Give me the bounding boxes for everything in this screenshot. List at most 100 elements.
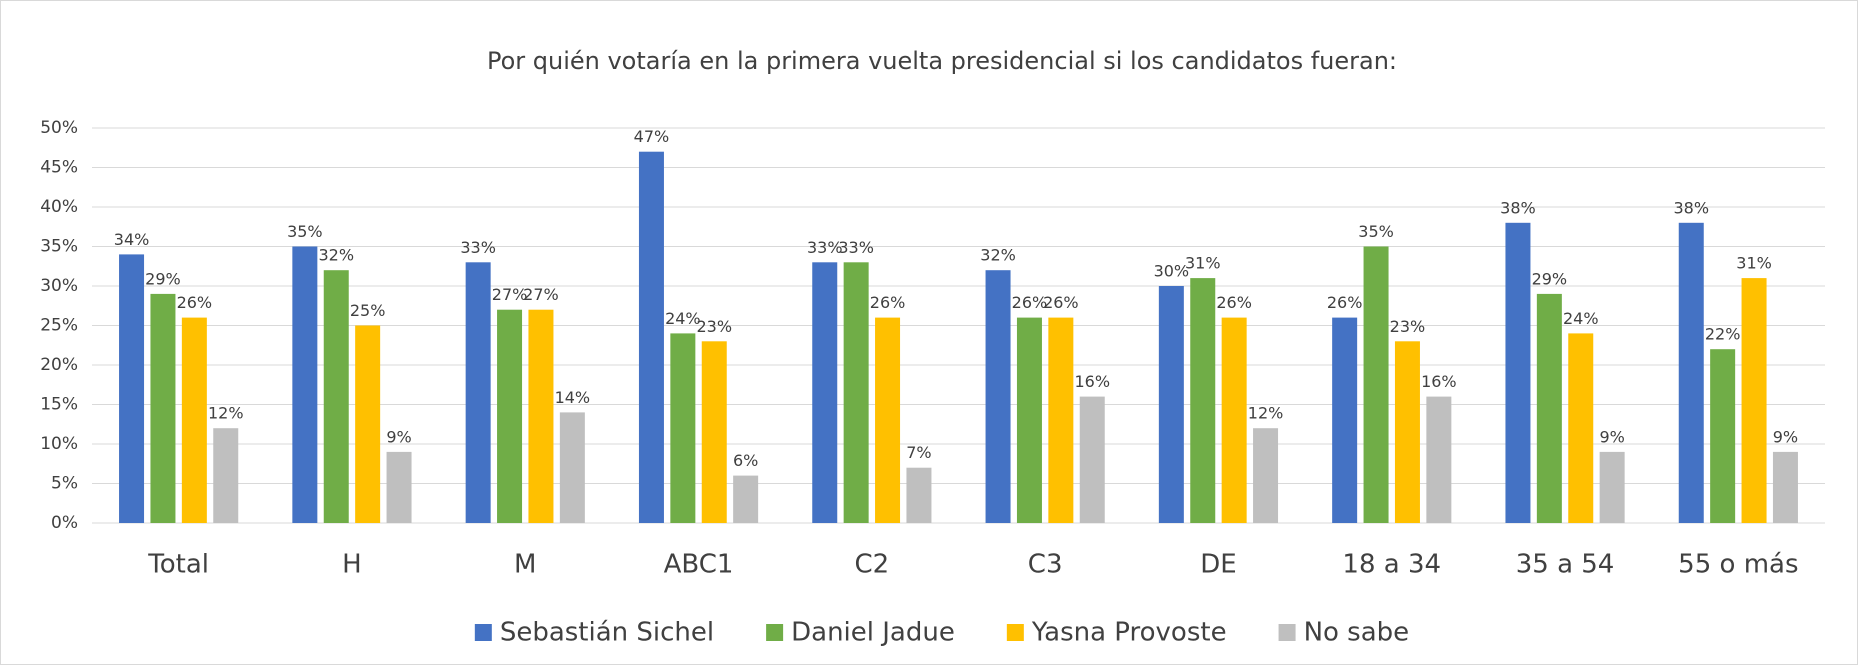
- bar: [1190, 278, 1216, 523]
- y-tick-label: 5%: [51, 474, 78, 494]
- bar: [985, 270, 1011, 523]
- data-label: 32%: [318, 246, 354, 265]
- data-label: 27%: [523, 285, 559, 304]
- data-label: 31%: [1185, 254, 1221, 273]
- data-label: 35%: [1358, 222, 1394, 241]
- x-tick-label: DE: [1200, 550, 1236, 580]
- data-label: 26%: [1012, 293, 1048, 312]
- y-tick-label: 50%: [40, 118, 78, 138]
- data-label: 47%: [634, 127, 670, 146]
- bar: [1253, 428, 1279, 523]
- y-tick-label: 35%: [40, 237, 78, 257]
- data-label: 25%: [350, 301, 386, 320]
- bar: [1394, 341, 1420, 523]
- bar: [323, 270, 349, 523]
- bar: [1599, 451, 1625, 523]
- data-label: 27%: [492, 285, 528, 304]
- data-label: 26%: [1327, 293, 1363, 312]
- y-tick-label: 20%: [40, 355, 78, 375]
- bar: [465, 262, 491, 523]
- data-label: 6%: [733, 451, 758, 470]
- data-label: 24%: [1563, 309, 1599, 328]
- data-label: 7%: [906, 443, 931, 462]
- bar: [1016, 317, 1042, 523]
- data-label: 14%: [555, 388, 591, 407]
- bar: [292, 246, 318, 523]
- x-tick-label: H: [342, 550, 362, 580]
- bar: [670, 333, 696, 523]
- x-tick-label: C3: [1028, 550, 1063, 580]
- bar: [181, 317, 207, 523]
- x-tick-label: 35 a 54: [1516, 550, 1615, 580]
- bar: [1710, 349, 1736, 523]
- bar: [1536, 293, 1562, 523]
- data-label: 9%: [1599, 427, 1624, 446]
- bar: [1772, 451, 1798, 523]
- bar: [812, 262, 838, 523]
- bar: [355, 325, 381, 523]
- y-tick-label: 15%: [40, 395, 78, 415]
- legend-swatch: [474, 624, 492, 641]
- bar: [701, 341, 727, 523]
- bar: [638, 151, 664, 523]
- data-label: 34%: [114, 230, 150, 249]
- x-tick-label: 55 o más: [1678, 550, 1798, 580]
- bar: [528, 309, 554, 523]
- legend-label: Yasna Provoste: [1031, 618, 1227, 648]
- bar: [559, 412, 585, 523]
- bar: [875, 317, 901, 523]
- data-label: 23%: [696, 317, 732, 336]
- data-label: 12%: [1248, 404, 1284, 423]
- x-tick-label: Total: [147, 550, 209, 580]
- y-tick-label: 25%: [40, 316, 78, 336]
- data-label: 33%: [838, 238, 874, 257]
- chart-title: Por quién votaría en la primera vuelta p…: [487, 47, 1397, 75]
- bar: [1363, 246, 1389, 523]
- data-label: 26%: [870, 293, 906, 312]
- data-label: 16%: [1421, 372, 1457, 391]
- data-label: 23%: [1390, 317, 1426, 336]
- data-label: 26%: [177, 293, 213, 312]
- x-tick-label: 18 a 34: [1342, 550, 1441, 580]
- data-label: 12%: [208, 404, 244, 423]
- y-tick-label: 30%: [40, 276, 78, 296]
- bar: [213, 428, 239, 523]
- legend-label: No sabe: [1304, 618, 1410, 648]
- bar: [733, 475, 759, 523]
- data-label: 35%: [287, 222, 323, 241]
- bar: [1678, 222, 1704, 524]
- data-label: 29%: [1532, 269, 1568, 288]
- legend-swatch: [1006, 624, 1024, 641]
- bar: [150, 293, 176, 523]
- legend-swatch: [1278, 624, 1296, 641]
- bar: [1158, 286, 1184, 523]
- data-label: 26%: [1043, 293, 1079, 312]
- y-tick-label: 45%: [40, 158, 78, 178]
- bar: [497, 309, 523, 523]
- x-tick-label: M: [514, 550, 536, 580]
- data-label: 26%: [1216, 293, 1252, 312]
- data-label: 16%: [1074, 372, 1110, 391]
- bar: [1221, 317, 1247, 523]
- bar: [1426, 396, 1452, 523]
- x-tick-label: C2: [854, 550, 889, 580]
- data-label: 30%: [1154, 262, 1190, 281]
- x-tick-label: ABC1: [664, 550, 734, 580]
- data-label: 38%: [1500, 198, 1536, 217]
- y-tick-label: 10%: [40, 434, 78, 454]
- y-tick-label: 0%: [51, 513, 78, 533]
- data-label: 38%: [1673, 198, 1709, 217]
- data-label: 33%: [807, 238, 843, 257]
- legend-label: Daniel Jadue: [791, 618, 955, 648]
- bar: [1505, 222, 1531, 524]
- bar: [843, 262, 869, 523]
- bar: [1079, 396, 1105, 523]
- bar: [1568, 333, 1594, 523]
- data-label: 33%: [460, 238, 496, 257]
- bar: [1048, 317, 1074, 523]
- data-label: 9%: [386, 427, 411, 446]
- data-label: 22%: [1705, 325, 1741, 344]
- data-label: 32%: [980, 246, 1016, 265]
- data-label: 31%: [1736, 254, 1772, 273]
